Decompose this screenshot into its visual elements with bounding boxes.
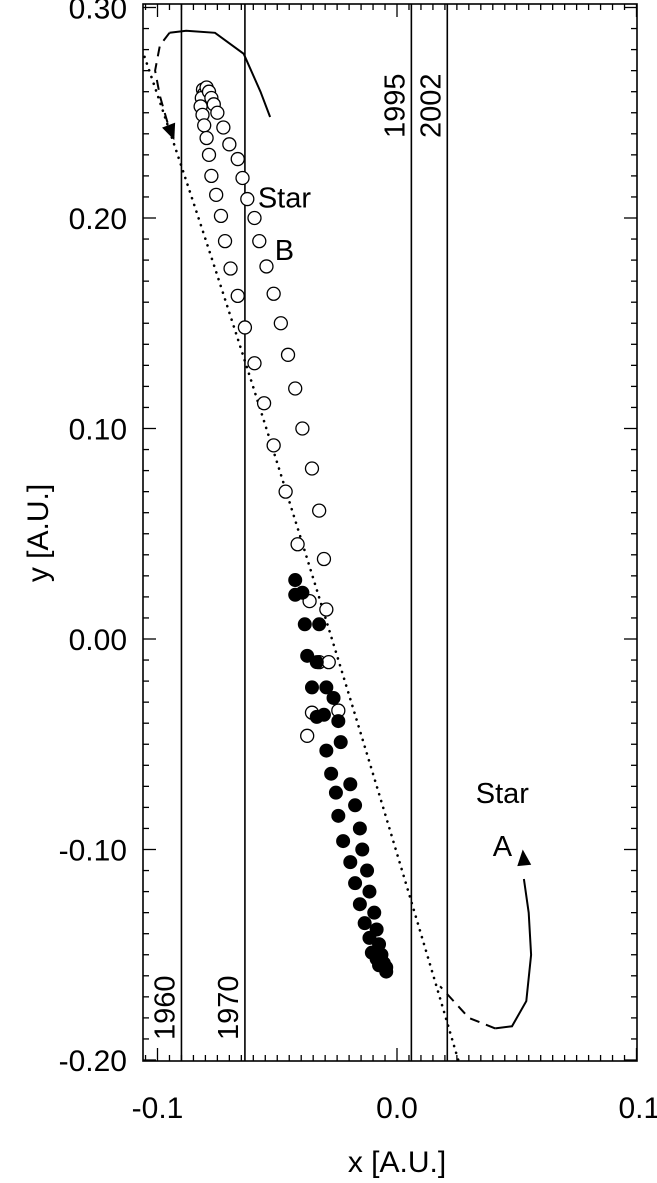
star-a-point-16 [343, 777, 358, 792]
star-b-point-12 [199, 130, 214, 146]
star-b-point-44 [321, 655, 336, 670]
star-a-point-31 [362, 930, 377, 945]
star-b-point-37 [304, 461, 320, 476]
star-b-point-33 [288, 381, 303, 396]
data-points [193, 80, 394, 979]
y-tick-label: -0.20 [59, 1045, 127, 1078]
star-a-point-22 [355, 842, 370, 857]
star-a-point-7 [304, 680, 319, 695]
star-b-point-24 [223, 261, 238, 276]
star-b-point-29 [273, 316, 288, 331]
star-a-point-0 [288, 573, 303, 588]
year-label-1970: 1970 [213, 975, 245, 1040]
x-tick-label: 0.1 [619, 1092, 657, 1125]
star-b-point-9 [210, 105, 225, 120]
star-b-point-27 [266, 286, 281, 301]
star-a-point-10 [326, 690, 341, 705]
star-b-point-41 [316, 551, 332, 567]
star-b-point-31 [280, 347, 296, 362]
x-tick-label: 0.0 [376, 1092, 418, 1125]
star-b-point-20 [213, 208, 229, 224]
annotation-star-letter: A [493, 831, 513, 863]
star-a-point-25 [348, 876, 363, 891]
star-b-point-17 [235, 170, 250, 186]
star-b-point-32 [256, 396, 272, 411]
star-b-orbit-arrow-solid [169, 29, 272, 118]
star-b-point-23 [252, 234, 267, 249]
x-axis-label: x [A.U.] [348, 1146, 446, 1179]
star-b-point-15 [230, 151, 245, 167]
star-a-point-28 [367, 905, 382, 920]
star-b-point-26 [230, 288, 245, 304]
y-axis-label: y [A.U.] [22, 484, 55, 582]
y-tick-label: -0.10 [59, 835, 127, 868]
star-a-point-26 [362, 884, 377, 899]
annotation-star-label: Star [258, 182, 312, 214]
star-b-point-42 [319, 602, 334, 617]
y-tick-label: 0.30 [69, 0, 127, 26]
star-b-point-19 [240, 191, 255, 207]
star-b-point-38 [290, 537, 305, 552]
star-a-point-20 [352, 821, 367, 836]
star-b-point-36 [278, 484, 293, 499]
star-a-point-24 [360, 863, 375, 878]
star-a-point-13 [319, 743, 334, 758]
plot-frame [142, 3, 638, 1062]
star-a-point-15 [324, 766, 339, 781]
plot-content [143, 4, 460, 1061]
star-b-point-30 [247, 356, 262, 371]
star-b-arrowhead [162, 122, 176, 141]
star-b-point-18 [209, 187, 224, 202]
star-a-point-14 [333, 735, 348, 750]
star-b-point-11 [216, 120, 231, 135]
star-a-point-2 [288, 587, 303, 602]
star-a-orbit-arrow-solid [495, 878, 533, 1030]
year-label-1960: 1960 [149, 975, 181, 1040]
star-a-point-29 [357, 916, 372, 931]
star-a-point-8 [319, 680, 334, 695]
year-label-1995: 1995 [379, 73, 411, 138]
star-a-point-23 [343, 855, 358, 870]
star-b-point-10 [197, 118, 212, 133]
star-b-point-39 [312, 503, 327, 518]
y-tick-label: 0.20 [69, 203, 127, 236]
star-b-point-35 [295, 421, 310, 436]
fit-curve [143, 48, 460, 1061]
star-b-point-13 [222, 137, 237, 152]
star-b-point-47 [300, 728, 315, 743]
star-b-point-21 [247, 210, 262, 226]
star-b-point-28 [237, 320, 253, 335]
star-a-arrowhead [517, 849, 532, 867]
star-a-point-27 [352, 897, 367, 912]
star-a-point-18 [348, 798, 363, 813]
star-a-point-6 [309, 655, 324, 670]
star-b-orbit-arrow-dashed [154, 32, 176, 141]
x-tick-label: -0.1 [132, 1092, 184, 1125]
star-a-point-19 [331, 808, 346, 823]
star-b-point-34 [266, 438, 281, 453]
annotation-star-label: Star [476, 778, 530, 810]
annotation-star-letter: B [275, 235, 294, 267]
axes: -0.20 -0.10 0.00 0.10 0.20 0.30 -0.1 0.0 0.1 [59, 0, 657, 1125]
star-b-point-22 [217, 234, 233, 249]
star-a-point-12 [331, 714, 346, 729]
star-b-point-14 [201, 147, 217, 163]
star-a-point-21 [336, 834, 351, 849]
y-tick-label: 0.10 [69, 414, 127, 447]
star-b-point-16 [204, 168, 219, 184]
annotations: 1960 1970 1995 2002 Star B Star A [149, 29, 533, 1040]
star-a-point-3 [297, 617, 312, 632]
star-a-point-5 [300, 648, 315, 663]
y-tick-label: 0.00 [69, 624, 127, 657]
star-a-point-39 [379, 964, 394, 979]
star-b-point-25 [259, 259, 274, 274]
star-a-point-17 [328, 785, 343, 800]
star-a-point-4 [312, 617, 327, 632]
star-a-point-11 [316, 707, 331, 722]
star-a-orbit-arrow-dashed [439, 985, 496, 1030]
year-label-2002: 2002 [415, 73, 447, 138]
